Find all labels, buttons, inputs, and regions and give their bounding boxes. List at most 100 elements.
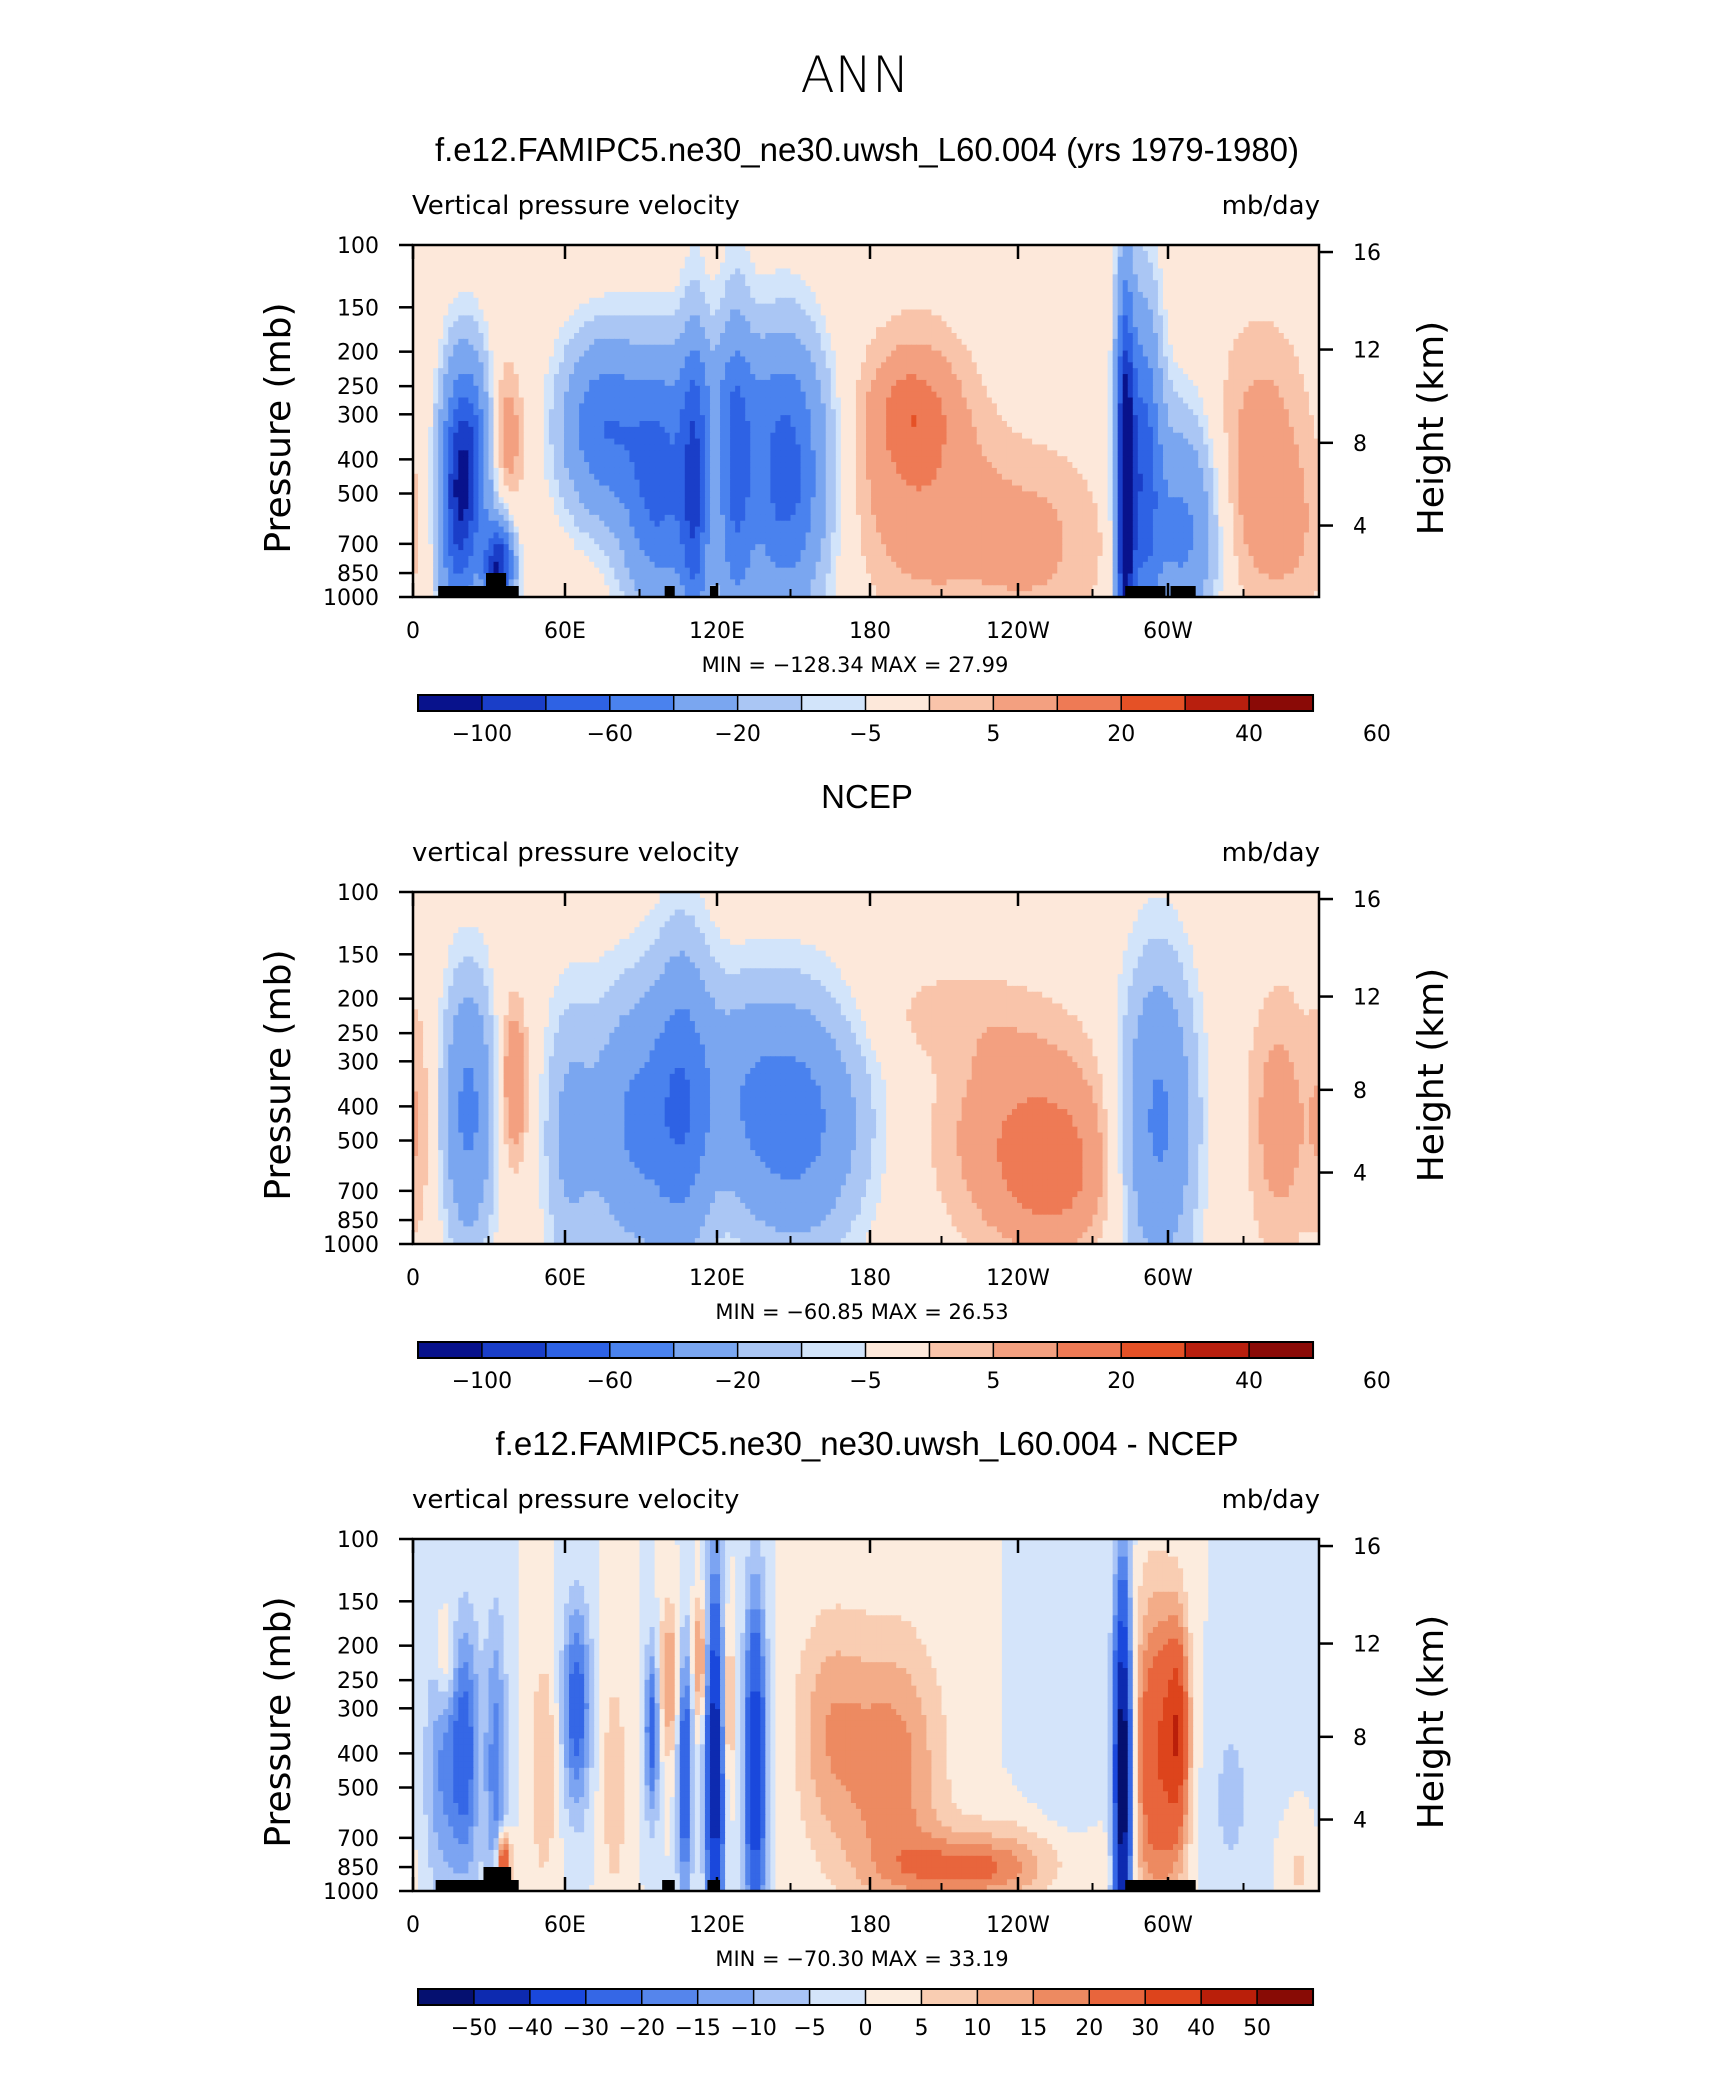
field-cell — [489, 345, 495, 351]
field-cell — [972, 386, 978, 392]
field-cell — [1087, 345, 1093, 351]
field-cell — [770, 392, 776, 398]
field-cell — [463, 362, 469, 368]
field-cell — [544, 298, 550, 304]
field-cell — [735, 368, 741, 374]
field-cell — [1259, 292, 1265, 298]
field-cell — [1218, 386, 1224, 392]
field-cell — [443, 333, 449, 339]
field-cell — [710, 315, 716, 321]
field-cell — [579, 398, 585, 404]
field-cell — [765, 345, 771, 351]
field-cell — [841, 304, 847, 310]
field-cell — [1223, 327, 1229, 333]
field-cell — [1259, 386, 1265, 392]
field-cell — [916, 398, 922, 404]
field-cell — [655, 339, 661, 345]
field-cell — [730, 321, 736, 327]
field-cell — [514, 403, 520, 409]
field-cell — [1017, 362, 1023, 368]
field-cell — [1052, 386, 1058, 392]
field-cell — [916, 339, 922, 345]
field-cell — [443, 356, 449, 362]
field-cell — [594, 257, 600, 263]
field-cell — [418, 327, 424, 333]
field-cell — [670, 298, 676, 304]
field-cell — [473, 292, 479, 298]
field-cell — [438, 392, 444, 398]
field-cell — [1279, 392, 1285, 398]
field-cell — [544, 392, 550, 398]
field-cell — [1163, 380, 1169, 386]
field-cell — [489, 333, 495, 339]
field-cell — [1062, 398, 1068, 404]
field-cell — [428, 298, 434, 304]
field-cell — [594, 398, 600, 404]
field-cell — [524, 310, 530, 316]
field-cell — [876, 333, 882, 339]
field-cell — [1087, 257, 1093, 263]
field-cell — [690, 351, 696, 357]
field-cell — [750, 386, 756, 392]
field-cell — [735, 392, 741, 398]
field-cell — [614, 368, 620, 374]
field-cell — [509, 268, 515, 274]
field-cell — [936, 356, 942, 362]
field-cell — [574, 356, 580, 362]
field-cell — [816, 339, 822, 345]
field-cell — [453, 345, 459, 351]
field-cell — [1017, 356, 1023, 362]
field-cell — [750, 292, 756, 298]
field-cell — [463, 321, 469, 327]
field-cell — [851, 345, 857, 351]
field-cell — [811, 380, 817, 386]
field-cell — [458, 251, 464, 257]
field-cell — [685, 257, 691, 263]
field-cell — [750, 333, 756, 339]
field-cell — [1072, 310, 1078, 316]
field-cell — [750, 286, 756, 292]
field-cell — [1067, 321, 1073, 327]
field-cell — [614, 333, 620, 339]
field-cell — [1153, 263, 1159, 269]
field-cell — [1259, 339, 1265, 345]
field-cell — [1269, 392, 1275, 398]
field-cell — [926, 286, 932, 292]
field-cell — [1168, 310, 1174, 316]
field-cell — [1289, 292, 1295, 298]
field-cell — [650, 380, 656, 386]
field-cell — [544, 368, 550, 374]
field-cell — [1103, 351, 1109, 357]
field-cell — [584, 263, 590, 269]
field-cell — [841, 298, 847, 304]
field-cell — [921, 362, 927, 368]
field-cell — [967, 339, 973, 345]
field-cell — [1067, 403, 1073, 409]
field-cell — [821, 321, 827, 327]
field-cell — [750, 380, 756, 386]
field-cell — [826, 251, 832, 257]
field-cell — [997, 286, 1003, 292]
field-cell — [821, 298, 827, 304]
field-cell — [931, 310, 937, 316]
field-cell — [473, 304, 479, 310]
field-cell — [942, 315, 948, 321]
field-cell — [1198, 292, 1204, 298]
field-cell — [1254, 374, 1260, 380]
field-cell — [1274, 380, 1280, 386]
field-cell — [942, 392, 948, 398]
field-cell — [725, 274, 731, 280]
field-cell — [821, 345, 827, 351]
field-cell — [1218, 251, 1224, 257]
field-cell — [1082, 251, 1088, 257]
field-cell — [1012, 298, 1018, 304]
field-cell — [735, 315, 741, 321]
field-cell — [1022, 380, 1028, 386]
field-cell — [806, 327, 812, 333]
field-cell — [831, 374, 837, 380]
field-cell — [1178, 280, 1184, 286]
field-cell — [755, 339, 761, 345]
field-cell — [1113, 362, 1119, 368]
field-cell — [1193, 392, 1199, 398]
field-cell — [433, 362, 439, 368]
